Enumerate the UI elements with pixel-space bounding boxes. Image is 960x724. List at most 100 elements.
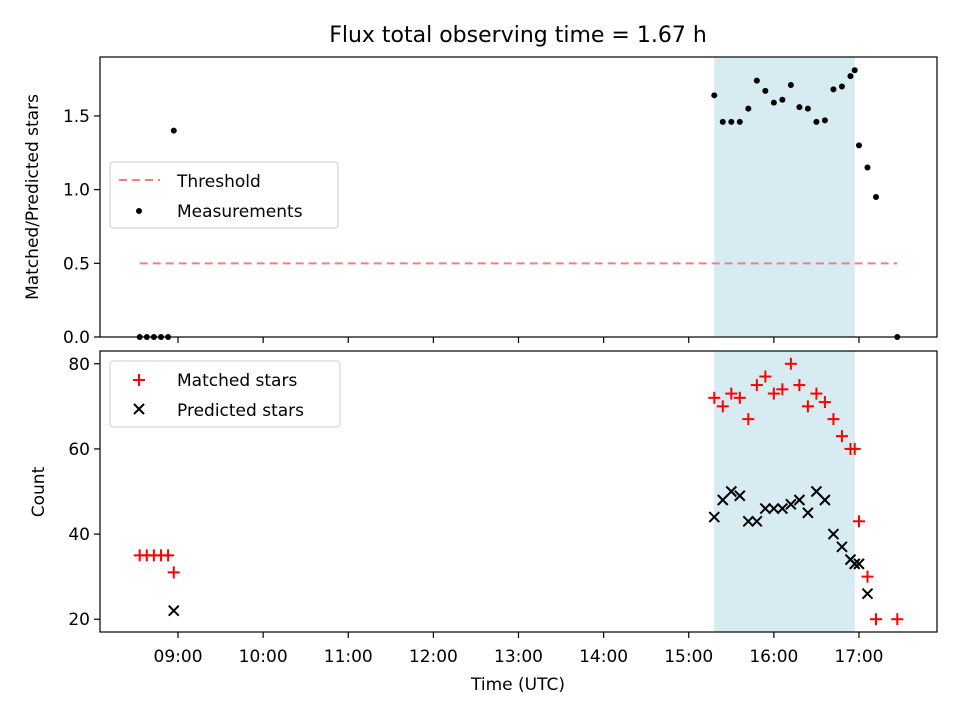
data-point	[170, 127, 177, 134]
data-point	[711, 92, 718, 99]
data-point	[767, 387, 780, 400]
data-point	[802, 507, 814, 519]
x-tick-label: 15:00	[664, 647, 713, 667]
data-point	[813, 118, 820, 125]
data-point	[835, 430, 848, 443]
data-point	[869, 613, 882, 626]
data-point	[827, 528, 840, 540]
bottom-panel: 20 40 60 80 09:00 10:00 11:00 12:00 13:00 14:00 1…	[29, 350, 938, 695]
data-point	[742, 413, 755, 426]
data-point	[864, 164, 871, 171]
data-point	[851, 67, 858, 74]
x-tick-label: 09:00	[154, 647, 203, 667]
series-matched-stars	[133, 357, 904, 626]
y-tick-label: 0.0	[63, 328, 90, 348]
data-point	[742, 515, 755, 528]
x-tick-label: 14:00	[579, 647, 628, 667]
data-point	[770, 99, 777, 106]
data-point	[819, 494, 831, 506]
data-point	[793, 379, 806, 392]
data-point	[848, 442, 861, 455]
data-point	[872, 194, 879, 200]
data-point	[810, 485, 823, 498]
data-point	[838, 83, 845, 90]
x-axis-label: Time (UTC)	[470, 675, 565, 695]
data-point	[836, 541, 848, 553]
data-point	[708, 511, 720, 523]
x-tick-label: 16:00	[749, 647, 798, 667]
data-point	[784, 357, 797, 370]
bottom-legend: Matched stars Predicted stars	[109, 360, 341, 428]
data-point	[725, 387, 738, 400]
data-point	[847, 73, 854, 80]
x-tick-label: 12:00	[409, 647, 458, 667]
data-point	[728, 118, 735, 125]
figure-title: Flux total observing time = 1.67 h	[329, 23, 707, 48]
data-point	[168, 605, 180, 617]
legend-matched-label: Matched stars	[177, 371, 297, 391]
data-point	[759, 370, 772, 383]
data-point	[785, 498, 797, 510]
top-legend: Threshold Measurements	[109, 161, 339, 229]
data-point	[768, 502, 780, 515]
legend-predicted-label: Predicted stars	[177, 401, 304, 421]
data-point	[708, 391, 721, 404]
top-panel: 0.0 0.5 1.0 1.5 Matched/Predicted stars Thr…	[23, 56, 938, 348]
data-point	[861, 587, 874, 600]
data-point	[853, 558, 865, 570]
legend-measurements-swatch	[136, 208, 142, 214]
y-tick-label: 1.5	[63, 107, 90, 127]
legend-matched-swatch	[133, 374, 145, 386]
data-point	[716, 400, 729, 413]
data-point	[725, 485, 738, 498]
data-point	[762, 87, 769, 94]
data-point	[804, 105, 811, 112]
data-point	[736, 118, 743, 125]
y-tick-label: 20	[68, 610, 90, 630]
data-point	[719, 118, 726, 125]
x-tick-label: 17:00	[834, 647, 883, 667]
y-tick-label: 40	[68, 525, 90, 545]
legend-predicted-swatch	[133, 403, 145, 415]
data-point	[733, 391, 746, 404]
bottom-ylabel: Count	[29, 466, 49, 517]
y-tick-label: 80	[68, 355, 90, 375]
data-point	[810, 387, 823, 400]
data-point	[827, 413, 840, 426]
x-tick-label: 11:00	[324, 647, 373, 667]
legend-threshold-label: Threshold	[176, 172, 261, 192]
y-tick-label: 60	[68, 440, 90, 460]
data-point	[745, 105, 752, 112]
data-point	[787, 82, 794, 88]
data-point	[751, 515, 763, 528]
data-point	[796, 104, 803, 111]
top-ylabel: Matched/Predicted stars	[23, 94, 43, 300]
data-point	[861, 570, 874, 583]
y-tick-label: 0.5	[63, 254, 90, 274]
data-point	[717, 494, 729, 506]
data-point	[821, 117, 828, 124]
data-point	[776, 502, 789, 515]
data-point	[750, 379, 763, 392]
series-predicted-stars	[168, 485, 874, 617]
data-point	[830, 86, 837, 93]
x-tick-label: 13:00	[494, 647, 543, 667]
data-point	[849, 558, 861, 570]
data-point	[734, 490, 746, 502]
data-point	[776, 383, 789, 396]
data-point	[759, 502, 772, 515]
y-tick-label: 1.0	[63, 181, 90, 201]
legend-measurements-label: Measurements	[177, 202, 303, 222]
data-point	[162, 549, 175, 562]
data-point	[852, 515, 865, 528]
data-point	[801, 400, 814, 413]
x-tick-label: 10:00	[239, 647, 288, 667]
data-point	[779, 96, 786, 103]
top-highlight-span	[714, 57, 855, 337]
data-point	[753, 77, 760, 84]
data-point	[818, 396, 831, 409]
data-point	[793, 494, 806, 506]
data-point	[891, 613, 904, 626]
series-measurements	[136, 67, 901, 340]
